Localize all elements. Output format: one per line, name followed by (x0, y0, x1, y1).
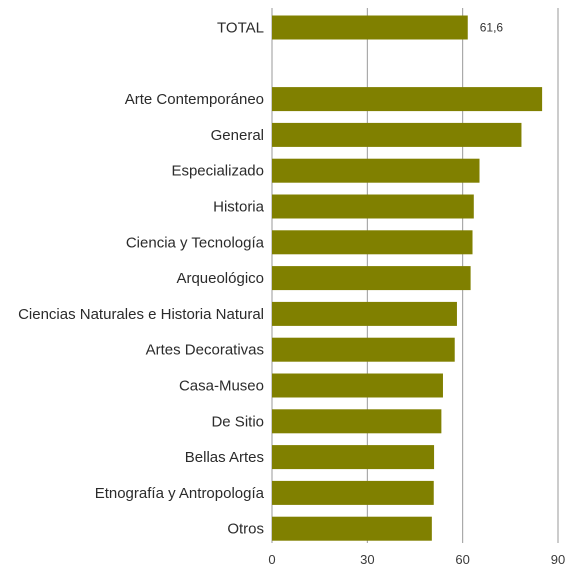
category-labels: TOTAL Arte Contemporáneo General Especializ… (18, 20, 265, 538)
data-labels: 61,6 (480, 21, 504, 35)
bar-1 (272, 15, 468, 40)
category-label: Bellas Artes (185, 449, 264, 466)
bar-9 (272, 301, 457, 326)
x-tick-label: 90 (551, 552, 565, 567)
bar-12 (272, 409, 442, 434)
category-label: Casa-Museo (179, 378, 264, 395)
category-label: Historia (213, 199, 265, 216)
bar-3 (272, 87, 543, 112)
x-axis-ticks: 0 30 60 90 (268, 552, 565, 567)
bar-11 (272, 373, 443, 398)
bar-13 (272, 445, 435, 470)
category-label: TOTAL (217, 20, 264, 37)
bar-6 (272, 194, 474, 219)
bar-14 (272, 480, 434, 505)
x-tick-label: 0 (268, 552, 275, 567)
category-label: Arqueológico (176, 270, 264, 287)
category-label: Ciencias Naturales e Historia Natural (18, 306, 264, 323)
category-label: General (211, 127, 264, 144)
bar-10 (272, 337, 455, 362)
category-label: Especializado (171, 163, 264, 180)
bar-5 (272, 158, 480, 183)
x-tick-label: 60 (455, 552, 469, 567)
category-label: Etnografía y Antropología (95, 485, 265, 502)
bars (272, 15, 543, 541)
x-tick-label: 30 (360, 552, 374, 567)
category-label: Ciencia y Tecnología (126, 234, 265, 251)
bar-4 (272, 122, 522, 147)
category-label: Otros (227, 521, 264, 538)
category-label: De Sitio (211, 413, 264, 430)
data-label: 61,6 (480, 21, 504, 35)
category-label: Artes Decorativas (146, 342, 264, 359)
bar-7 (272, 230, 473, 255)
category-label: Arte Contemporáneo (125, 91, 264, 108)
bar-8 (272, 266, 471, 291)
bar-15 (272, 516, 432, 541)
